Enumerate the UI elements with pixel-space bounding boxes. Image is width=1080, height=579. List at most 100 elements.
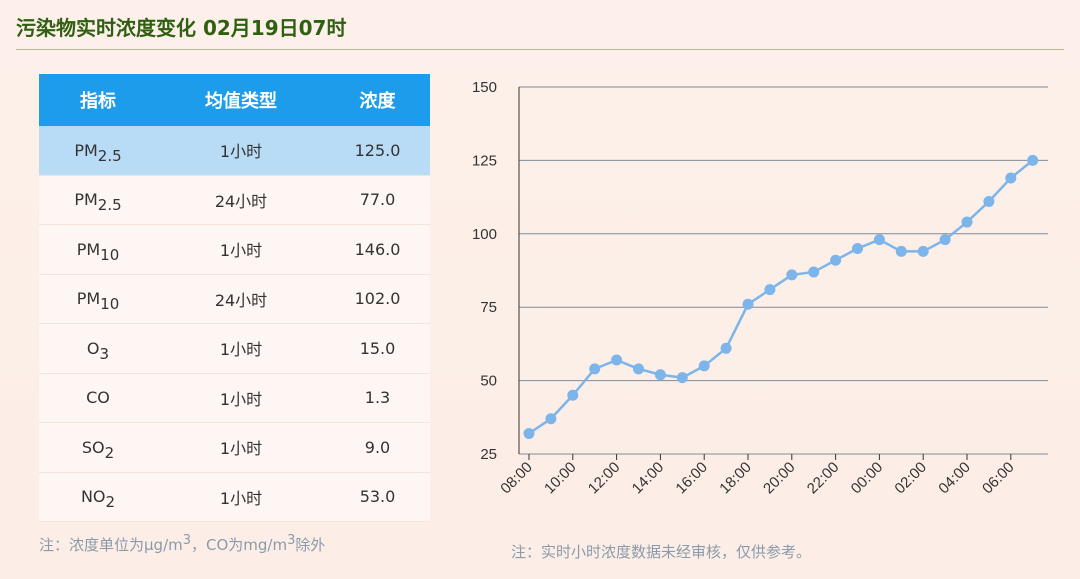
average-type-cell: 1小时 — [219, 439, 263, 459]
table-row: CO 1小时 1.3 — [39, 373, 430, 423]
concentration-cell: 146.0 — [354, 239, 401, 259]
data-point — [698, 360, 710, 372]
x-tick-label: 18:00 — [716, 459, 755, 498]
y-tick-label: 100 — [472, 226, 497, 243]
indicator-cell: PM2.5 — [39, 190, 157, 213]
indicator-cell: PM10 — [39, 239, 157, 263]
indicator-name: PM — [74, 190, 98, 210]
x-tick-label: 14:00 — [629, 459, 668, 498]
average-type-cell: 1小时 — [219, 389, 263, 409]
indicator-cell: NO2 — [39, 487, 157, 510]
x-tick-label: 10:00 — [541, 459, 580, 498]
indicator-cell: PM2.5 — [39, 140, 157, 164]
data-point — [917, 245, 929, 257]
indicator-name: PM — [76, 239, 101, 259]
x-tick-label: 00:00 — [848, 459, 887, 498]
table-body: PM2.5 1小时 125.0 PM2.5 24小时 77.0 PM10 1小时 146.0 PM… — [39, 126, 430, 522]
indicator-name: SO — [81, 437, 105, 457]
table-row: O3 1小时 15.0 — [39, 324, 430, 374]
data-point — [961, 216, 973, 228]
indicator-name: NO — [80, 487, 106, 507]
indicator-subscript: 10 — [100, 295, 120, 314]
data-point — [589, 363, 601, 375]
data-point — [1005, 172, 1017, 184]
data-point — [895, 245, 907, 257]
indicator-cell: SO2 — [39, 437, 157, 461]
data-disclaimer-note: 注：实时小时浓度数据未经审核，仅供参考。 — [511, 543, 812, 561]
indicator-cell: CO — [39, 388, 157, 407]
x-tick-label: 02:00 — [891, 459, 930, 498]
data-point — [1027, 154, 1039, 166]
y-tick-label: 75 — [480, 299, 497, 316]
column-header-concentration: 浓度 — [359, 91, 396, 112]
data-point — [808, 266, 820, 278]
concentration-cell: 102.0 — [354, 289, 401, 309]
x-tick-label: 04:00 — [935, 459, 974, 498]
page-title: 污染物实时浓度变化 02月19日07时 — [16, 16, 347, 40]
indicator-name: CO — [86, 388, 110, 408]
x-tick-label: 12:00 — [585, 459, 624, 498]
indicator-subscript: 2 — [104, 443, 115, 462]
concentration-cell: 9.0 — [364, 437, 391, 457]
data-point — [545, 413, 557, 425]
indicator-subscript: 2 — [105, 493, 116, 512]
data-point — [720, 342, 732, 354]
average-type-cell: 24小时 — [214, 290, 268, 310]
data-point — [830, 254, 842, 266]
data-point — [567, 389, 579, 401]
unit-note: 注：浓度单位为μg/m3，CO为mg/m3除外 — [39, 533, 326, 554]
indicator-cell: O3 — [39, 338, 157, 362]
y-tick-label: 125 — [472, 152, 497, 169]
y-tick-label: 50 — [480, 373, 497, 390]
column-header-indicator: 指标 — [80, 91, 116, 112]
data-point — [742, 298, 754, 310]
data-point — [633, 363, 644, 375]
column-header-average-type: 均值类型 — [205, 91, 277, 112]
average-type-cell: 1小时 — [219, 241, 263, 261]
x-tick-label: 22:00 — [804, 459, 843, 498]
concentration-cell: 77.0 — [359, 190, 396, 210]
x-tick-label: 16:00 — [672, 459, 711, 498]
data-point — [786, 269, 798, 281]
average-type-cell: 1小时 — [219, 142, 263, 162]
y-tick-label: 25 — [480, 446, 497, 463]
indicator-subscript: 3 — [99, 344, 110, 363]
concentration-cell: 53.0 — [359, 487, 396, 507]
indicator-subscript: 10 — [100, 245, 120, 264]
y-tick-label: 150 — [472, 79, 497, 96]
x-tick-label: 06:00 — [979, 459, 1018, 498]
series-line — [528, 159, 1034, 435]
header: 污染物实时浓度变化 02月19日07时 — [16, 8, 1064, 50]
concentration-cell: 125.0 — [354, 140, 401, 160]
concentration-cell: 1.3 — [364, 388, 391, 408]
data-point — [523, 427, 535, 439]
data-point — [611, 354, 623, 366]
data-point — [654, 369, 666, 381]
table-row: PM10 1小时 146.0 — [39, 225, 430, 275]
indicator-name: PM — [76, 289, 101, 309]
table-row: PM2.5 24小时 77.0 — [39, 175, 430, 225]
table-row: PM10 24小时 102.0 — [39, 274, 430, 324]
table-row: PM2.5 1小时 125.0 — [39, 126, 430, 176]
concentration-line-chart: 25 50 75 100 125 150 08:00 10:00 12:00 14:00 16:00… — [472, 79, 1048, 498]
data-point — [873, 234, 885, 246]
average-type-cell: 24小时 — [214, 191, 268, 211]
pollutant-table: 指标 均值类型 浓度 PM2.5 1小时 125.0 PM2.5 24小时 77.0 PM1… — [39, 74, 430, 522]
indicator-name: PM — [74, 140, 98, 160]
concentration-cell: 15.0 — [359, 338, 396, 358]
table-row: NO2 1小时 53.0 — [39, 472, 430, 522]
data-point — [676, 372, 688, 384]
table-header: 指标 均值类型 浓度 — [39, 74, 430, 126]
indicator-cell: PM10 — [39, 289, 157, 312]
x-tick-label: 08:00 — [497, 459, 536, 498]
data-point — [983, 196, 995, 208]
average-type-cell: 1小时 — [219, 488, 263, 508]
average-type-cell: 1小时 — [219, 340, 263, 360]
indicator-name: O — [86, 338, 100, 358]
data-point — [764, 284, 776, 296]
x-tick-label: 20:00 — [760, 459, 799, 498]
data-point — [939, 234, 951, 246]
indicator-subscript: 2.5 — [97, 196, 122, 215]
table-row: SO2 1小时 9.0 — [39, 423, 430, 473]
indicator-subscript: 2.5 — [97, 146, 122, 165]
